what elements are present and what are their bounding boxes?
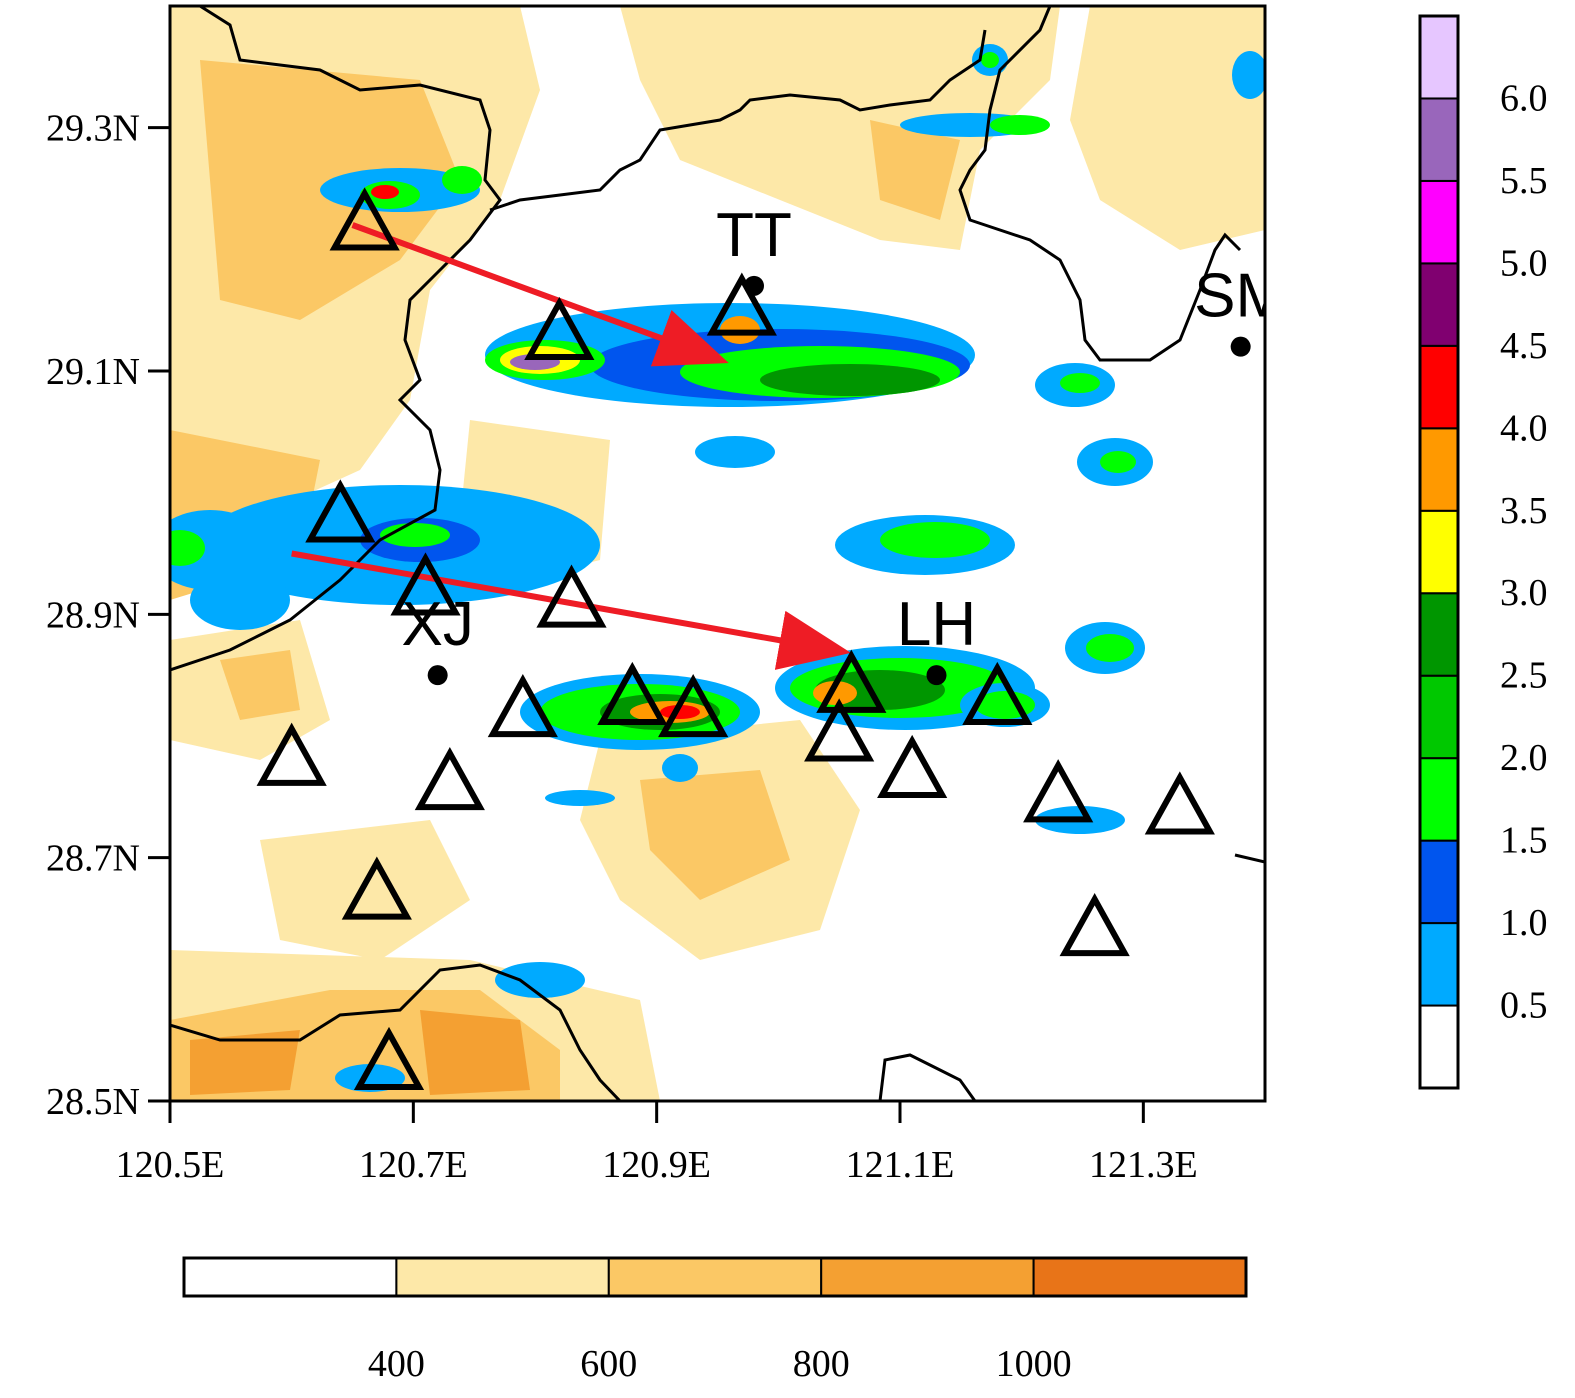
triangle-marker <box>353 1026 425 1090</box>
rain-colorbar-label: 1.0 <box>1500 902 1548 944</box>
rain-colorbar-swatch <box>1419 179 1459 265</box>
terrain-colorbar-swatch <box>183 1257 398 1297</box>
boundary-lines <box>170 6 1265 1101</box>
triangle-marker <box>1144 771 1215 835</box>
triangle-marker <box>1059 892 1130 957</box>
rain-colorbar-label: 5.0 <box>1500 242 1548 284</box>
triangle-marker <box>816 649 887 713</box>
x-tick-label: 120.9E <box>602 1144 711 1186</box>
y-tick-label: 29.1N <box>46 351 140 393</box>
terrain-colorbar-label: 400 <box>368 1343 425 1385</box>
y-tick-label: 28.7N <box>46 838 140 880</box>
motion-arrow <box>291 550 851 670</box>
triangle-marker <box>390 552 461 616</box>
terrain-colorbar-label: 800 <box>793 1343 850 1385</box>
rain-colorbar-swatch <box>1419 15 1459 100</box>
triangle-marker <box>706 272 777 336</box>
terrain-colorbar-swatch <box>820 1257 1035 1297</box>
terrain-colorbar-frame <box>182 1256 1248 1298</box>
overlay: TT SM XJ LH <box>256 187 1287 1090</box>
triangle-marker <box>414 746 485 811</box>
rainfall-colorbar: 0.5 1.0 1.5 2.0 2.5 3.0 3.5 4.0 4.5 5.0 5.5 6.0 <box>1418 14 1548 1090</box>
triangle-marker <box>658 673 729 738</box>
terrain-colorbar-label: 600 <box>580 1343 637 1385</box>
rain-colorbar-label: 3.5 <box>1500 490 1548 532</box>
rain-colorbar-swatch <box>1419 344 1459 430</box>
terrain-colorbar-swatch <box>607 1257 823 1297</box>
triangle-marker <box>329 187 400 251</box>
triangle-marker <box>256 722 327 786</box>
station-dot <box>926 665 947 686</box>
rain-colorbar-swatch <box>1419 757 1459 842</box>
station-dot <box>744 275 764 296</box>
rain-colorbar-label: 0.5 <box>1500 985 1548 1027</box>
triangle-marker <box>524 296 595 360</box>
y-tick-label: 28.5N <box>46 1081 140 1123</box>
rain-colorbar-frame <box>1418 14 1460 1090</box>
rain-colorbar-swatch <box>1419 1004 1459 1089</box>
motion-arrow <box>351 222 729 367</box>
triangle-marker <box>487 673 558 738</box>
triangle-marker <box>877 734 948 798</box>
rain-colorbar-label: 3.0 <box>1500 572 1548 614</box>
x-tick-label: 120.7E <box>359 1144 468 1186</box>
triangle-marker <box>962 661 1033 725</box>
y-tick-label: 29.3N <box>46 108 140 150</box>
triangle-marker <box>341 856 412 920</box>
x-axis: 120.5E 120.7E 120.9E 121.1E 121.3E <box>116 1101 1198 1186</box>
rain-colorbar-label: 1.5 <box>1500 820 1548 862</box>
triangle-marker <box>597 661 668 725</box>
triangle-marker <box>536 564 607 628</box>
terrain-colorbar-swatch <box>1032 1257 1247 1297</box>
terrain-colorbar-label: 1000 <box>996 1343 1072 1385</box>
rain-colorbar-swatch <box>1419 592 1459 677</box>
rain-colorbar-swatch <box>1419 674 1459 760</box>
rain-colorbar-label: 2.5 <box>1500 655 1548 697</box>
rain-colorbar-label: 6.0 <box>1500 77 1548 119</box>
station-label: LH <box>897 590 976 659</box>
y-axis: 29.3N 29.1N 28.9N 28.7N 28.5N <box>46 108 170 1123</box>
rain-colorbar-swatch <box>1419 922 1459 1007</box>
rain-colorbar-swatch <box>1419 97 1459 182</box>
rain-colorbar-label: 2.0 <box>1500 737 1548 779</box>
y-tick-label: 28.9N <box>46 594 140 636</box>
rain-colorbar-label: 4.0 <box>1500 407 1548 449</box>
station-label: XJ <box>401 590 473 659</box>
rain-colorbar-swatch <box>1419 509 1459 595</box>
rain-colorbar-label: 5.5 <box>1500 160 1548 202</box>
triangle-marker <box>1023 759 1094 823</box>
station-label: SM <box>1194 262 1287 331</box>
triangle-marker <box>804 698 875 762</box>
plot-frame <box>168 4 1267 1103</box>
rain-colorbar-swatch <box>1419 427 1459 512</box>
station-label: TT <box>716 201 792 270</box>
x-tick-label: 120.5E <box>116 1144 225 1186</box>
rain-colorbar-label: 4.5 <box>1500 325 1548 367</box>
terrain-colorbar: 400 600 800 1000 <box>182 1256 1248 1385</box>
x-tick-label: 121.3E <box>1089 1144 1198 1186</box>
rain-colorbar-swatch <box>1419 839 1459 925</box>
terrain-colorbar-swatch <box>395 1257 610 1297</box>
x-tick-label: 121.1E <box>846 1144 955 1186</box>
triangle-marker <box>305 479 376 543</box>
station-dot <box>427 665 448 686</box>
plot-area: TT SM XJ LH <box>170 6 1287 1101</box>
station-dot <box>1230 336 1251 357</box>
rain-colorbar-swatch <box>1419 262 1459 347</box>
